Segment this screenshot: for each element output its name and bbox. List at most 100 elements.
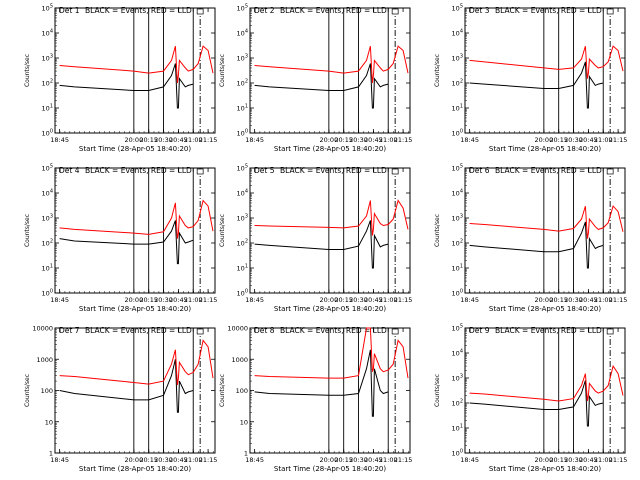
y-tick-label: 1 — [244, 450, 248, 458]
x-tick-label: 18:45 — [50, 296, 69, 304]
y-tick-label: 104 — [452, 349, 463, 358]
plot-frame — [464, 167, 626, 294]
marker-flag — [606, 168, 614, 175]
x-tick-label: 20:15 — [139, 456, 158, 464]
y-tick-label: 105 — [42, 164, 53, 173]
x-axis-label: Start Time (28-Apr-05 18:40:20) — [274, 305, 386, 313]
panel-title: Det 8 — [254, 326, 275, 335]
x-tick-label: 21:00 — [184, 136, 203, 144]
y-tick-label: 102 — [237, 79, 248, 88]
x-tick-label: 20:30 — [154, 136, 173, 144]
events-series-line — [469, 380, 604, 427]
marker-flag — [196, 168, 204, 175]
events-series-line — [254, 349, 389, 417]
panel-legend-text: BLACK = Events, RED = LLD — [85, 326, 192, 335]
marker-flag — [391, 328, 399, 335]
panel-legend-text: BLACK = Events, RED = LLD — [85, 166, 192, 175]
y-tick-label: 103 — [452, 374, 463, 383]
y-tick-label: 104 — [452, 29, 463, 38]
y-tick-label: 100 — [42, 289, 53, 298]
x-tick-label: 20:15 — [139, 136, 158, 144]
y-tick-label: 101 — [452, 424, 463, 433]
x-tick-label: 20:30 — [349, 136, 368, 144]
plot-frame — [249, 327, 411, 454]
x-tick-label: 20:15 — [139, 296, 158, 304]
y-tick-label: 10 — [240, 418, 248, 426]
events-series-line — [469, 221, 604, 269]
x-tick-label: 20:30 — [154, 456, 173, 464]
lld-series-line — [469, 205, 624, 239]
x-tick-label: 20:30 — [349, 456, 368, 464]
x-tick-label: 18:45 — [460, 296, 479, 304]
plot-frame — [54, 167, 216, 294]
y-tick-label: 103 — [237, 214, 248, 223]
x-tick-label: 20:15 — [334, 456, 353, 464]
y-tick-label: 102 — [452, 399, 463, 408]
y-tick-label: 101 — [452, 264, 463, 273]
y-tick-label: 100 — [452, 289, 463, 298]
panel-legend-text: BLACK = Events, RED = LLD — [495, 326, 602, 335]
y-axis-label: Counts/sec — [219, 374, 226, 407]
y-axis-label: Counts/sec — [219, 54, 226, 87]
y-tick-label: 102 — [42, 239, 53, 248]
panel-legend-text: BLACK = Events, RED = LLD — [280, 166, 387, 175]
x-tick-label: 20:15 — [334, 296, 353, 304]
y-axis-label: Counts/sec — [24, 374, 31, 407]
y-tick-label: 100 — [452, 449, 463, 458]
detector-panel-5: Det 5 BLACK = Events, RED = LLD 100 101 102 1… — [219, 164, 412, 314]
y-tick-label: 100 — [237, 289, 248, 298]
x-tick-label: 18:45 — [460, 456, 479, 464]
x-axis-label: Start Time (28-Apr-05 18:40:20) — [79, 145, 191, 153]
y-axis-label: Counts/sec — [434, 214, 441, 247]
x-tick-label: 18:45 — [460, 136, 479, 144]
x-tick-label: 20:30 — [564, 136, 583, 144]
x-tick-label: 20:15 — [549, 296, 568, 304]
panel-title: Det 4 — [59, 166, 80, 175]
x-tick-label: 21:15 — [394, 136, 413, 144]
y-tick-label: 105 — [237, 164, 248, 173]
x-axis-label: Start Time (28-Apr-05 18:40:20) — [489, 145, 601, 153]
y-tick-label: 101 — [42, 264, 53, 273]
y-tick-label: 101 — [237, 264, 248, 273]
y-tick-label: 101 — [42, 104, 53, 113]
x-tick-label: 21:15 — [199, 456, 218, 464]
x-tick-label: 21:00 — [184, 456, 203, 464]
y-tick-label: 104 — [452, 189, 463, 198]
detector-panel-3: Det 3 BLACK = Events, RED = LLD 100 101 102 1… — [434, 4, 627, 154]
plot-frame — [249, 7, 411, 134]
y-tick-label: 105 — [452, 4, 463, 13]
detector-panel-9: Det 9 BLACK = Events, RED = LLD 100 101 102 1… — [434, 324, 627, 474]
x-tick-label: 20:15 — [549, 456, 568, 464]
y-tick-label: 100 — [236, 387, 248, 395]
y-tick-label: 1000 — [36, 356, 53, 364]
y-tick-label: 100 — [237, 129, 248, 138]
y-tick-label: 100 — [41, 387, 53, 395]
x-tick-label: 20:45 — [169, 456, 188, 464]
x-tick-label: 20:00 — [124, 296, 143, 304]
y-tick-label: 102 — [452, 239, 463, 248]
y-axis-label: Counts/sec — [24, 214, 31, 247]
x-tick-label: 18:45 — [50, 136, 69, 144]
x-axis-label: Start Time (28-Apr-05 18:40:20) — [274, 145, 386, 153]
x-tick-label: 18:45 — [50, 456, 69, 464]
x-tick-label: 18:45 — [245, 296, 264, 304]
x-axis-label: Start Time (28-Apr-05 18:40:20) — [79, 305, 191, 313]
x-tick-label: 20:45 — [579, 296, 598, 304]
x-tick-label: 21:00 — [594, 456, 613, 464]
y-axis-label: Counts/sec — [434, 54, 441, 87]
plot-frame — [54, 7, 216, 134]
marker-flag — [606, 8, 614, 15]
x-tick-label: 20:45 — [169, 136, 188, 144]
plot-frame — [54, 327, 216, 454]
x-axis-label: Start Time (28-Apr-05 18:40:20) — [489, 305, 601, 313]
x-tick-label: 21:15 — [609, 456, 628, 464]
events-series-line — [469, 61, 604, 109]
panel-title: Det 7 — [59, 326, 80, 335]
y-tick-label: 104 — [237, 189, 248, 198]
panel-legend-text: BLACK = Events, RED = LLD — [495, 166, 602, 175]
y-axis-label: Counts/sec — [24, 54, 31, 87]
detector-panel-8: Det 8 BLACK = Events, RED = LLD 1 10 100 1000… — [219, 325, 412, 474]
panel-legend-text: BLACK = Events, RED = LLD — [280, 326, 387, 335]
x-tick-label: 21:00 — [594, 136, 613, 144]
